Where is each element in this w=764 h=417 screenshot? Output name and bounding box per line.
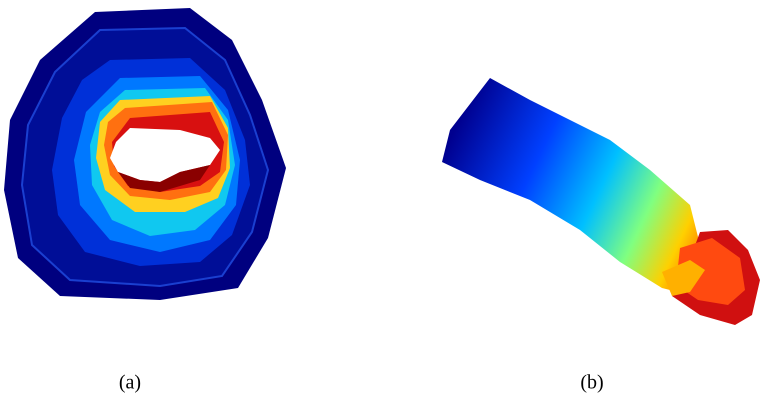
panel-label: (b) [580, 372, 603, 394]
figure: (a) (b) [0, 0, 764, 417]
panel-label: (a) [119, 372, 141, 394]
panel-a-image [4, 8, 286, 300]
panel-b-image [442, 78, 760, 325]
